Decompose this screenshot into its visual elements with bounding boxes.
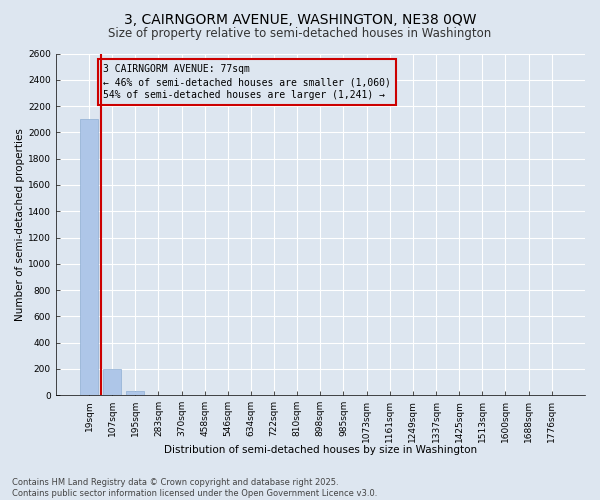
- Bar: [103, 369, 121, 395]
- Text: Size of property relative to semi-detached houses in Washington: Size of property relative to semi-detach…: [109, 28, 491, 40]
- X-axis label: Distribution of semi-detached houses by size in Washington: Distribution of semi-detached houses by …: [164, 445, 477, 455]
- Y-axis label: Number of semi-detached properties: Number of semi-detached properties: [15, 128, 25, 321]
- Bar: [149, 394, 167, 395]
- Text: 3, CAIRNGORM AVENUE, WASHINGTON, NE38 0QW: 3, CAIRNGORM AVENUE, WASHINGTON, NE38 0Q…: [124, 12, 476, 26]
- Text: 3 CAIRNGORM AVENUE: 77sqm
← 46% of semi-detached houses are smaller (1,060)
54% : 3 CAIRNGORM AVENUE: 77sqm ← 46% of semi-…: [103, 64, 391, 100]
- Text: Contains HM Land Registry data © Crown copyright and database right 2025.
Contai: Contains HM Land Registry data © Crown c…: [12, 478, 377, 498]
- Bar: [80, 119, 98, 395]
- Bar: [126, 392, 145, 395]
